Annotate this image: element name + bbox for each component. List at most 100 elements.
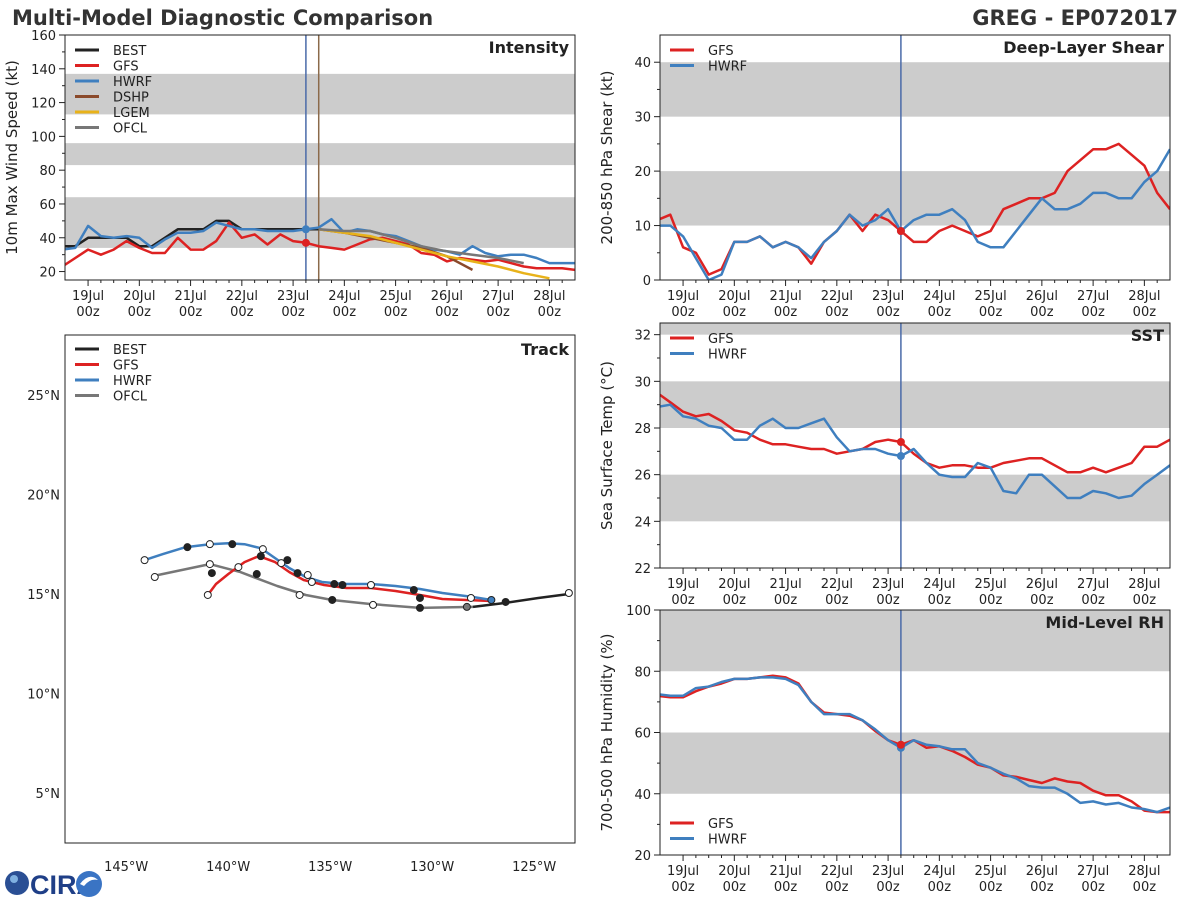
sst-xtick-label: 26Jul bbox=[1026, 577, 1058, 592]
sst-plot-area bbox=[660, 323, 1170, 568]
track-legend-label: OFCL bbox=[113, 390, 148, 405]
track-xtick-label: 125°W bbox=[512, 860, 556, 875]
track-point-hwrf bbox=[258, 545, 267, 554]
track-point-hwrf bbox=[303, 571, 312, 580]
rh-xtick-label: 23Jul bbox=[872, 864, 904, 879]
sst-series-group bbox=[660, 393, 1170, 500]
track-point-hwrf bbox=[228, 540, 237, 549]
shear-xtick-sublabel: 00z bbox=[928, 305, 952, 320]
shear-xtick-label: 23Jul bbox=[872, 289, 904, 304]
shear-xtick-label: 24Jul bbox=[923, 289, 955, 304]
sst-xtick-label: 23Jul bbox=[872, 577, 904, 592]
intensity-xtick-sublabel: 00z bbox=[281, 305, 305, 320]
intensity-band-0 bbox=[65, 197, 575, 248]
rh-xtick-label: 20Jul bbox=[718, 864, 750, 879]
track-legend-label: HWRF bbox=[113, 374, 152, 389]
rh-panel: 2040608010019Jul00z20Jul00z21Jul00z22Jul… bbox=[598, 604, 1171, 895]
sst-ytick-label: 28 bbox=[634, 422, 651, 437]
intensity-title: Intensity bbox=[489, 38, 570, 57]
track-point-best bbox=[564, 588, 573, 597]
intensity-xtick-sublabel: 00z bbox=[179, 305, 203, 320]
shear-xtick-label: 20Jul bbox=[718, 289, 750, 304]
sst-xtick-sublabel: 00z bbox=[979, 593, 1003, 608]
intensity-line-lgem bbox=[318, 228, 550, 280]
track-point-ofcl bbox=[205, 560, 214, 569]
rh-series-group bbox=[660, 674, 1170, 814]
logo-globe-icon bbox=[5, 871, 29, 895]
cira-logo: CIRA bbox=[5, 870, 102, 900]
rh-title: Mid-Level RH bbox=[1045, 613, 1164, 632]
rh-xtick-sublabel: 00z bbox=[1030, 880, 1054, 895]
track-point-ofcl bbox=[415, 603, 424, 612]
shear-ytick-label: 30 bbox=[634, 111, 651, 126]
track-ytick-label: 10°N bbox=[27, 688, 60, 703]
rh-band-0 bbox=[660, 732, 1170, 794]
sst-title: SST bbox=[1131, 326, 1164, 345]
track-xtick-label: 145°W bbox=[104, 860, 148, 875]
rh-ytick-label: 40 bbox=[634, 788, 651, 803]
rh-ytick-label: 100 bbox=[626, 604, 651, 619]
track-title: Track bbox=[521, 340, 569, 359]
shear-xtick-sublabel: 00z bbox=[774, 305, 798, 320]
track-point-ofcl bbox=[295, 590, 304, 599]
intensity-xtick-label: 22Jul bbox=[226, 289, 258, 304]
intensity-xtick-sublabel: 00z bbox=[435, 305, 459, 320]
sst-xtick-label: 20Jul bbox=[718, 577, 750, 592]
shear-ylabel: 200-850 hPa Shear (kt) bbox=[598, 71, 616, 245]
rh-xtick-label: 24Jul bbox=[923, 864, 955, 879]
track-legend-label: BEST bbox=[113, 343, 146, 358]
intensity-ytick-label: 40 bbox=[39, 232, 56, 247]
intensity-xtick-label: 20Jul bbox=[123, 289, 155, 304]
shear-xtick-label: 28Jul bbox=[1128, 289, 1160, 304]
shear-frame bbox=[659, 34, 1171, 281]
sst-ytick-label: 22 bbox=[634, 562, 651, 577]
shear-legend-label: HWRF bbox=[708, 60, 747, 75]
sst-xtick-label: 24Jul bbox=[923, 577, 955, 592]
track-point-ofcl bbox=[462, 602, 471, 611]
sst-xtick-label: 28Jul bbox=[1128, 577, 1160, 592]
shear-ytick-label: 20 bbox=[634, 165, 651, 180]
intensity-panel: 2040608010012014016019Jul00z20Jul00z21Ju… bbox=[3, 29, 576, 320]
track-legend-label: GFS bbox=[113, 359, 139, 374]
rh-ylabel: 700-500 hPa Humidity (%) bbox=[598, 633, 616, 831]
intensity-legend-label: LGEM bbox=[113, 106, 150, 121]
shear-xtick-label: 19Jul bbox=[667, 289, 699, 304]
track-point-hwrf bbox=[487, 595, 496, 604]
intensity-ytick-label: 160 bbox=[31, 29, 56, 44]
sst-band-0 bbox=[660, 474, 1170, 522]
track-panel: 145°W 140°W 135°W 130°W 125°W 5°N 10°N 15°N 20°N… bbox=[27, 334, 576, 875]
shear-series-group bbox=[660, 142, 1170, 280]
rh-legend-label: GFS bbox=[708, 817, 734, 832]
shear-xtick-sublabel: 00z bbox=[1081, 305, 1105, 320]
sst-xtick-sublabel: 00z bbox=[928, 593, 952, 608]
rh-xtick-sublabel: 00z bbox=[723, 880, 747, 895]
shear-xtick-label: 25Jul bbox=[974, 289, 1006, 304]
intensity-band-1 bbox=[65, 143, 575, 166]
rh-xtick-sublabel: 00z bbox=[671, 880, 695, 895]
track-point-best bbox=[501, 597, 510, 606]
sst-ylabel: Sea Surface Temp (°C) bbox=[598, 361, 616, 530]
intensity-frame bbox=[64, 34, 576, 281]
intensity-xtick-label: 19Jul bbox=[72, 289, 104, 304]
track-point-gfs bbox=[293, 569, 302, 578]
sst-line-hwrf bbox=[660, 403, 1170, 500]
sst-xtick-sublabel: 00z bbox=[1081, 593, 1105, 608]
sst-band-1 bbox=[660, 381, 1170, 428]
track-point-hwrf bbox=[205, 540, 214, 549]
shear-ytick-label: 0 bbox=[643, 274, 651, 289]
track-ytick-label: 5°N bbox=[36, 787, 61, 802]
rh-xtick-label: 22Jul bbox=[821, 864, 853, 879]
rh-xtick-sublabel: 00z bbox=[825, 880, 849, 895]
track-point-hwrf bbox=[277, 559, 286, 568]
shear-ytick-label: 10 bbox=[634, 220, 651, 235]
logo-globe-highlight bbox=[10, 875, 18, 883]
track-line-best bbox=[472, 592, 570, 609]
figure-title: Multi-Model Diagnostic Comparison bbox=[12, 6, 433, 30]
shear-xtick-sublabel: 00z bbox=[671, 305, 695, 320]
track-point-gfs bbox=[415, 593, 424, 602]
shear-xtick-sublabel: 00z bbox=[723, 305, 747, 320]
intensity-xtick-label: 28Jul bbox=[533, 289, 565, 304]
track-point-gfs bbox=[207, 569, 216, 578]
shear-legend-label: GFS bbox=[708, 44, 734, 59]
intensity-xtick-sublabel: 00z bbox=[538, 305, 562, 320]
